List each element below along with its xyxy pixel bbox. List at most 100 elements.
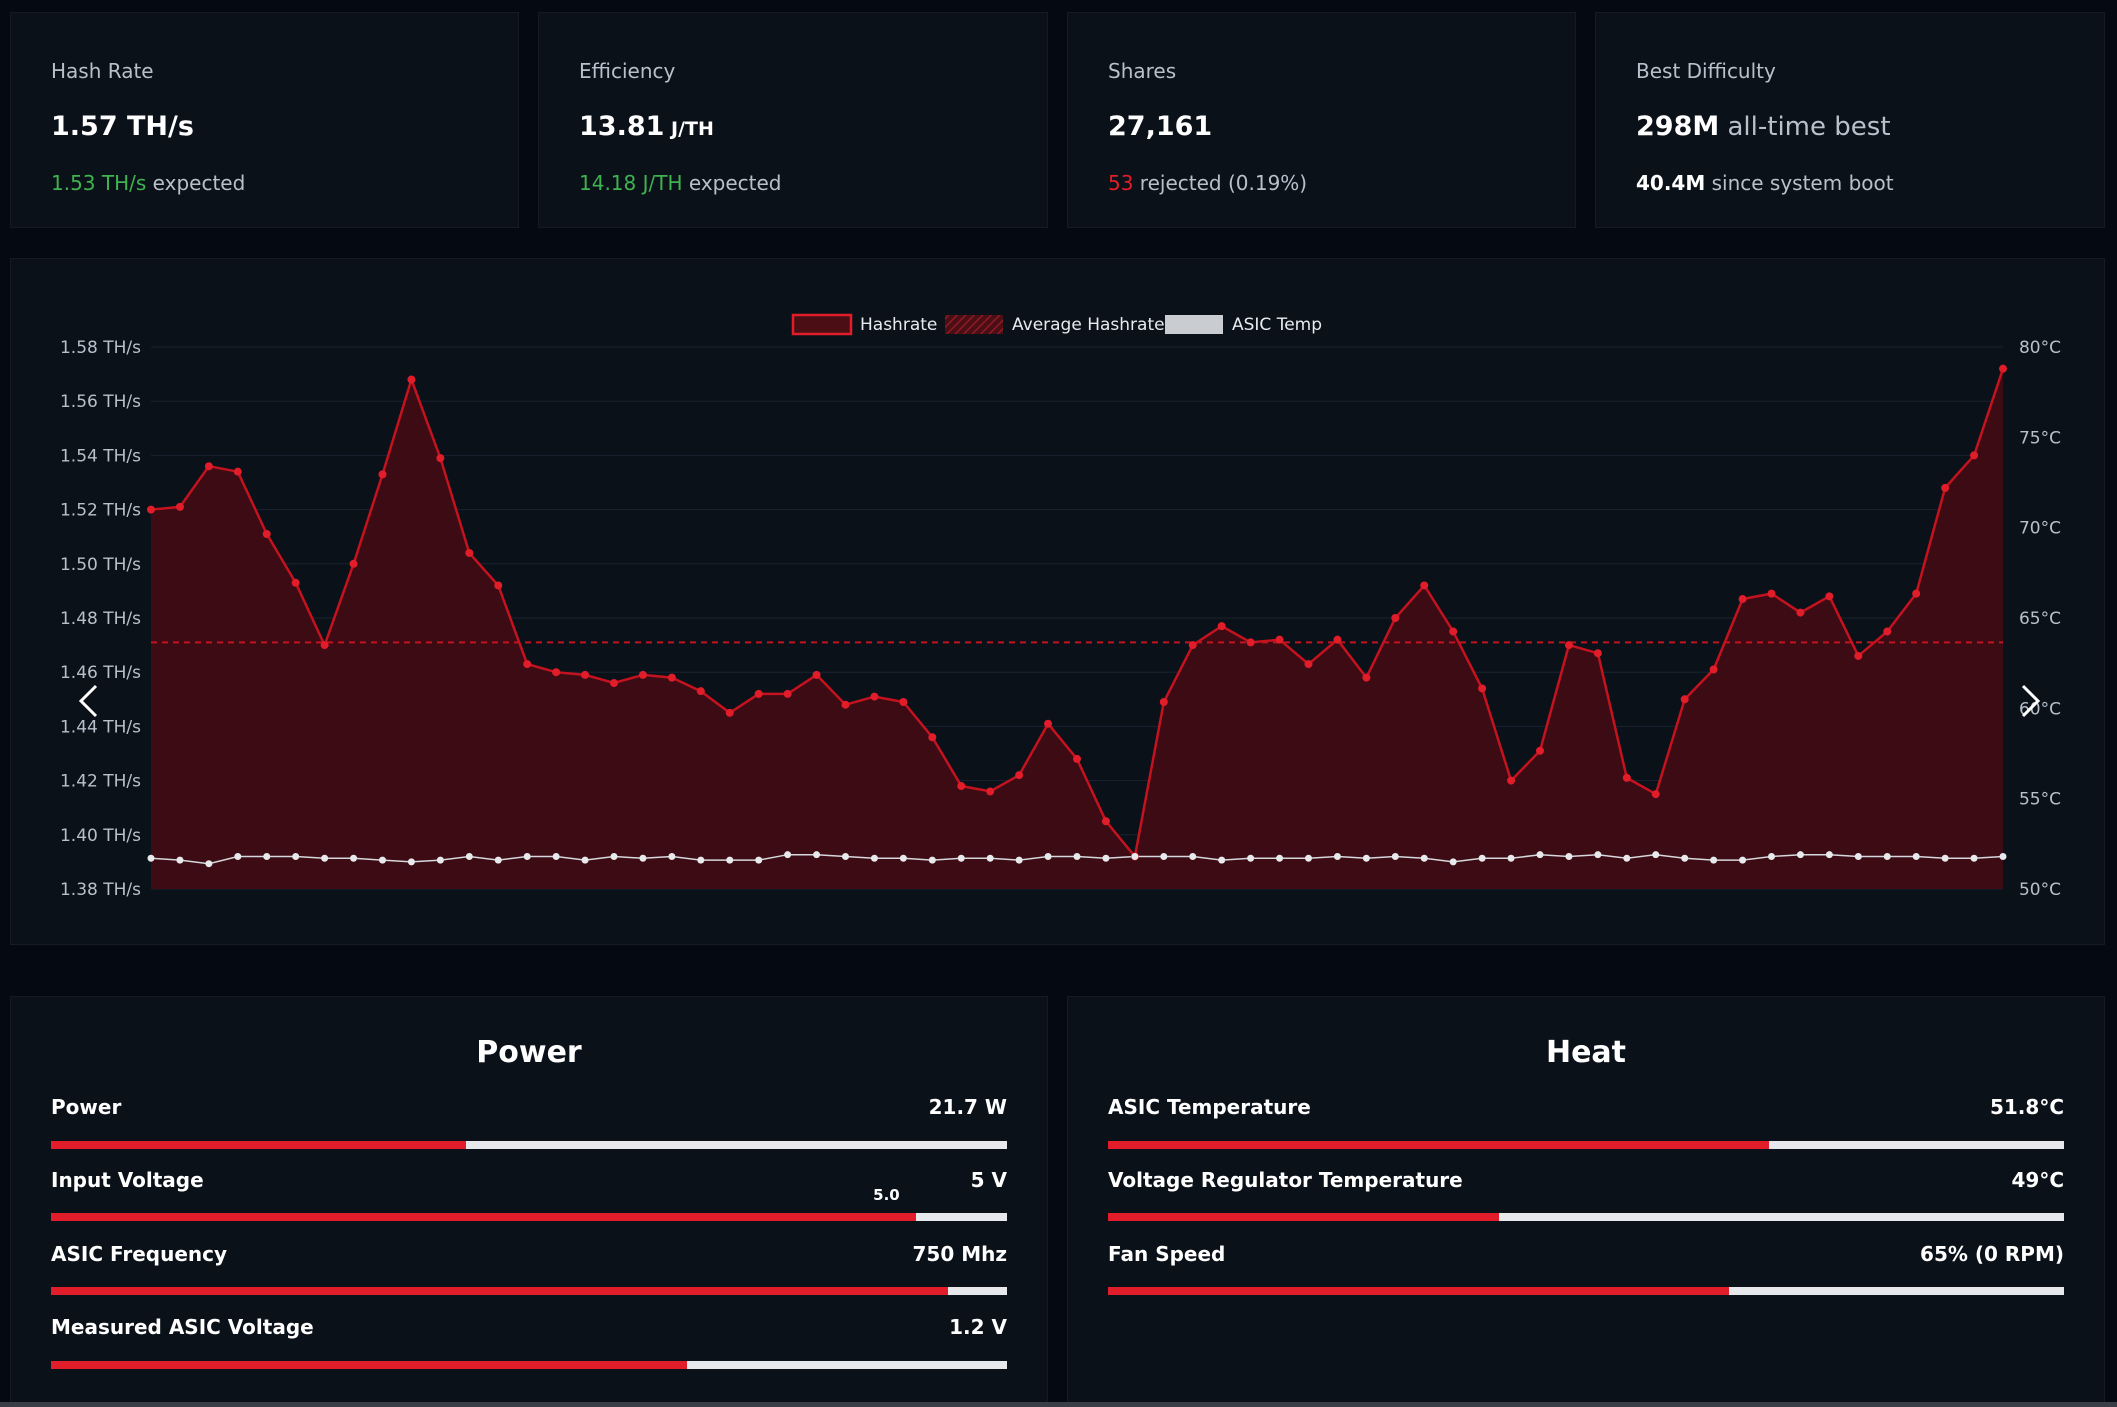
legend-avg-label[interactable]: Average Hashrate [1012, 315, 1165, 335]
hashrate-point[interactable] [1651, 790, 1660, 799]
hashrate-point[interactable] [725, 708, 734, 717]
hashrate-point[interactable] [233, 467, 242, 476]
legend-temp-label[interactable]: ASIC Temp [1232, 315, 1322, 335]
asic-temp-point[interactable] [263, 852, 271, 860]
hashrate-point[interactable] [1883, 627, 1892, 636]
hashrate-point[interactable] [1738, 595, 1747, 604]
hashrate-point[interactable] [1970, 451, 1979, 460]
asic-temp-point[interactable] [1276, 854, 1284, 862]
hashrate-point[interactable] [1015, 771, 1024, 780]
asic-temp-point[interactable] [1623, 854, 1631, 862]
asic-temp-point[interactable] [1652, 851, 1660, 859]
asic-temp-point[interactable] [639, 854, 647, 862]
asic-temp-point[interactable] [842, 852, 849, 860]
asic-temp-point[interactable] [1189, 852, 1197, 860]
asic-temp-point[interactable] [1305, 854, 1312, 862]
legend-hashrate-label[interactable]: Hashrate [860, 315, 937, 335]
asic-temp-point[interactable] [523, 852, 531, 860]
asic-temp-point[interactable] [436, 856, 444, 864]
hashrate-point[interactable] [1912, 589, 1921, 598]
hashrate-point[interactable] [262, 529, 271, 538]
hashrate-point[interactable] [436, 454, 445, 463]
asic-temp-point[interactable] [1710, 856, 1718, 864]
asic-temp-point[interactable] [668, 852, 676, 860]
hashrate-point[interactable] [1854, 651, 1863, 660]
hashrate-point[interactable] [1767, 589, 1776, 598]
asic-temp-point[interactable] [1015, 856, 1023, 864]
chart-prev-button[interactable] [66, 671, 106, 731]
asic-temp-point[interactable] [1073, 852, 1081, 860]
hashrate-point[interactable] [1449, 627, 1458, 636]
hashrate-point[interactable] [204, 462, 213, 471]
hashrate-point[interactable] [610, 679, 618, 688]
hashrate-point[interactable] [899, 698, 908, 707]
hashrate-point[interactable] [638, 670, 647, 679]
bottom-scrollbar[interactable] [0, 1402, 2117, 1407]
hashrate-point[interactable] [1275, 635, 1284, 644]
legend-temp-swatch[interactable] [1165, 315, 1223, 334]
asic-temp-point[interactable] [928, 856, 936, 864]
chart-next-button[interactable] [2011, 671, 2051, 731]
asic-temp-point[interactable] [1681, 854, 1689, 862]
hashrate-point[interactable] [407, 375, 416, 384]
legend-avg-swatch[interactable] [945, 315, 1003, 334]
asic-temp-point[interactable] [957, 854, 965, 862]
asic-temp-point[interactable] [1796, 851, 1804, 859]
asic-temp-point[interactable] [379, 856, 386, 864]
asic-temp-point[interactable] [1507, 854, 1515, 862]
asic-temp-point[interactable] [1883, 852, 1891, 860]
asic-temp-point[interactable] [610, 852, 618, 860]
hashrate-point[interactable] [1246, 638, 1255, 647]
asic-temp-point[interactable] [1739, 856, 1747, 864]
hashrate-point[interactable] [1825, 592, 1834, 601]
asic-temp-point[interactable] [581, 856, 589, 864]
hashrate-point[interactable] [1536, 746, 1544, 755]
hashrate-point[interactable] [928, 733, 937, 742]
asic-temp-point[interactable] [350, 854, 358, 862]
hashrate-point[interactable] [1333, 635, 1342, 644]
asic-temp-point[interactable] [813, 851, 821, 859]
asic-temp-point[interactable] [292, 852, 300, 860]
hashrate-point[interactable] [291, 578, 300, 587]
asic-temp-point[interactable] [784, 851, 792, 859]
asic-temp-point[interactable] [1218, 856, 1226, 864]
asic-temp-point[interactable] [205, 860, 213, 868]
asic-temp-point[interactable] [1160, 852, 1168, 860]
hashrate-point[interactable] [1188, 641, 1197, 650]
hashrate-point[interactable] [523, 660, 532, 669]
asic-temp-point[interactable] [552, 852, 560, 860]
asic-temp-point[interactable] [407, 858, 415, 866]
asic-temp-point[interactable] [1594, 851, 1602, 859]
asic-temp-point[interactable] [147, 854, 155, 862]
hashrate-point[interactable] [552, 668, 561, 677]
hashrate-point[interactable] [1941, 483, 1950, 492]
asic-temp-point[interactable] [1768, 852, 1775, 860]
asic-temp-point[interactable] [986, 854, 994, 862]
asic-temp-point[interactable] [1333, 852, 1341, 860]
hashrate-point[interactable] [1420, 581, 1429, 590]
hashrate-point[interactable] [1796, 608, 1805, 617]
hashrate-point[interactable] [1159, 698, 1168, 707]
hashrate-point[interactable] [667, 673, 676, 682]
asic-temp-point[interactable] [755, 856, 763, 864]
hashrate-point[interactable] [465, 548, 474, 557]
asic-temp-point[interactable] [1102, 854, 1110, 862]
hashrate-point[interactable] [1507, 776, 1516, 785]
asic-temp-point[interactable] [234, 852, 242, 860]
asic-temp-point[interactable] [1449, 858, 1457, 866]
hashrate-point[interactable] [1593, 649, 1602, 658]
hashrate-point[interactable] [1391, 614, 1400, 622]
hashrate-point[interactable] [1622, 773, 1631, 782]
asic-temp-point[interactable] [1362, 854, 1370, 862]
asic-temp-point[interactable] [321, 854, 329, 862]
hashrate-point[interactable] [986, 787, 995, 796]
hashrate-point[interactable] [1478, 684, 1487, 693]
hashrate-point[interactable] [1362, 673, 1371, 682]
hashrate-point[interactable] [1999, 364, 2007, 373]
hashrate-point[interactable] [147, 505, 155, 514]
hashrate-point[interactable] [1044, 719, 1053, 728]
hashrate-point[interactable] [1073, 754, 1081, 763]
hashrate-point[interactable] [783, 689, 792, 698]
hashrate-point[interactable] [175, 502, 184, 511]
asic-temp-point[interactable] [1912, 852, 1920, 860]
